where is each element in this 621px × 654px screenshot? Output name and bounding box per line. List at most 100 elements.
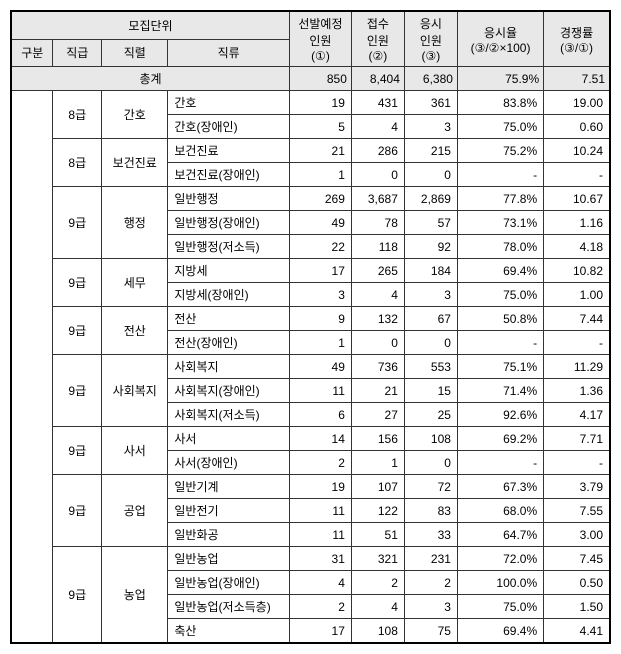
apply-cell: 2: [351, 571, 404, 595]
comp-cell: 7.45: [544, 547, 610, 571]
rate-cell: 69.4%: [457, 259, 543, 283]
plan-cell: 19: [290, 91, 352, 115]
apply-cell: 122: [351, 499, 404, 523]
table-row: 9급사회복지사회복지4973655375.1%11.29: [11, 355, 610, 379]
sit-cell: 92: [404, 235, 457, 259]
plan-cell: 14: [290, 427, 352, 451]
comp-cell: 4.17: [544, 403, 610, 427]
rate-cell: 78.0%: [457, 235, 543, 259]
hdr-plan: 선발예정 인원 (①): [290, 11, 352, 67]
table-row: 9급행정일반행정2693,6872,86977.8%10.67: [11, 187, 610, 211]
sit-cell: 3: [404, 115, 457, 139]
table-row: 8급보건진료보건진료2128621575.2%10.24: [11, 139, 610, 163]
sit-cell: 72: [404, 475, 457, 499]
sit-cell: 108: [404, 427, 457, 451]
hdr-comp: 경쟁률 (③/①): [544, 11, 610, 67]
rate-cell: 67.3%: [457, 475, 543, 499]
rate-cell: 75.0%: [457, 283, 543, 307]
apply-cell: 27: [351, 403, 404, 427]
rate-cell: 77.8%: [457, 187, 543, 211]
rate-cell: 83.8%: [457, 91, 543, 115]
rate-cell: 75.0%: [457, 115, 543, 139]
sit-cell: 75: [404, 619, 457, 644]
comp-cell: 7.44: [544, 307, 610, 331]
comp-cell: 3.79: [544, 475, 610, 499]
plan-cell: 4: [290, 571, 352, 595]
hdr-total: 총계: [11, 67, 290, 91]
type-cell: 간호: [168, 91, 290, 115]
sit-cell: 0: [404, 163, 457, 187]
type-cell: 일반행정(저소득): [168, 235, 290, 259]
table-row: 9급세무지방세1726518469.4%10.82: [11, 259, 610, 283]
table-row: 8급간호간호1943136183.8%19.00: [11, 91, 610, 115]
type-cell: 사회복지: [168, 355, 290, 379]
plan-cell: 6: [290, 403, 352, 427]
plan-cell: 49: [290, 211, 352, 235]
rate-cell: 100.0%: [457, 571, 543, 595]
sit-cell: 553: [404, 355, 457, 379]
rate-cell: 75.1%: [457, 355, 543, 379]
plan-cell: 9: [290, 307, 352, 331]
rate-cell: 75.2%: [457, 139, 543, 163]
total-apply: 8,404: [351, 67, 404, 91]
comp-cell: 1.16: [544, 211, 610, 235]
type-cell: 일반화공: [168, 523, 290, 547]
apply-cell: 4: [351, 595, 404, 619]
table-row: 9급사서사서1415610869.2%7.71: [11, 427, 610, 451]
apply-cell: 0: [351, 331, 404, 355]
comp-cell: 0.50: [544, 571, 610, 595]
rate-cell: -: [457, 451, 543, 475]
plan-cell: 22: [290, 235, 352, 259]
series-cell: 간호: [102, 91, 168, 139]
sit-cell: 57: [404, 211, 457, 235]
apply-cell: 736: [351, 355, 404, 379]
plan-cell: 1: [290, 163, 352, 187]
plan-cell: 11: [290, 379, 352, 403]
type-cell: 일반기계: [168, 475, 290, 499]
plan-cell: 3: [290, 283, 352, 307]
apply-cell: 21: [351, 379, 404, 403]
comp-cell: 1.50: [544, 595, 610, 619]
sit-cell: 25: [404, 403, 457, 427]
apply-cell: 3,687: [351, 187, 404, 211]
total-comp: 7.51: [544, 67, 610, 91]
grade-cell: 9급: [53, 547, 102, 644]
type-cell: 축산: [168, 619, 290, 644]
recruitment-table: 모집단위 선발예정 인원 (①) 접수 인원 (②) 응시 인원 (③) 응시율…: [10, 10, 611, 644]
series-cell: 전산: [102, 307, 168, 355]
plan-cell: 269: [290, 187, 352, 211]
rate-cell: 75.0%: [457, 595, 543, 619]
rate-cell: 68.0%: [457, 499, 543, 523]
table-row: 9급공업일반기계191077267.3%3.79: [11, 475, 610, 499]
comp-cell: -: [544, 163, 610, 187]
type-cell: 지방세(장애인): [168, 283, 290, 307]
type-cell: 사서(장애인): [168, 451, 290, 475]
rate-cell: 69.2%: [457, 427, 543, 451]
grade-cell: 9급: [53, 307, 102, 355]
plan-cell: 11: [290, 523, 352, 547]
series-cell: 행정: [102, 187, 168, 259]
comp-cell: 10.67: [544, 187, 610, 211]
hdr-sit: 응시 인원 (③): [404, 11, 457, 67]
comp-cell: 19.00: [544, 91, 610, 115]
apply-cell: 78: [351, 211, 404, 235]
comp-cell: 4.41: [544, 619, 610, 644]
type-cell: 전산(장애인): [168, 331, 290, 355]
series-cell: 농업: [102, 547, 168, 644]
rate-cell: 69.4%: [457, 619, 543, 644]
table-body: 8급간호간호1943136183.8%19.00간호(장애인)54375.0%0…: [11, 91, 610, 644]
table-row: 9급농업일반농업3132123172.0%7.45: [11, 547, 610, 571]
rate-cell: 71.4%: [457, 379, 543, 403]
comp-cell: 3.00: [544, 523, 610, 547]
sit-cell: 3: [404, 595, 457, 619]
rate-cell: 73.1%: [457, 211, 543, 235]
table-header: 모집단위 선발예정 인원 (①) 접수 인원 (②) 응시 인원 (③) 응시율…: [11, 11, 610, 91]
comp-cell: 4.18: [544, 235, 610, 259]
sit-cell: 2: [404, 571, 457, 595]
plan-cell: 11: [290, 499, 352, 523]
apply-cell: 431: [351, 91, 404, 115]
comp-cell: -: [544, 451, 610, 475]
type-cell: 사회복지(저소득): [168, 403, 290, 427]
type-cell: 보건진료(장애인): [168, 163, 290, 187]
plan-cell: 1: [290, 331, 352, 355]
